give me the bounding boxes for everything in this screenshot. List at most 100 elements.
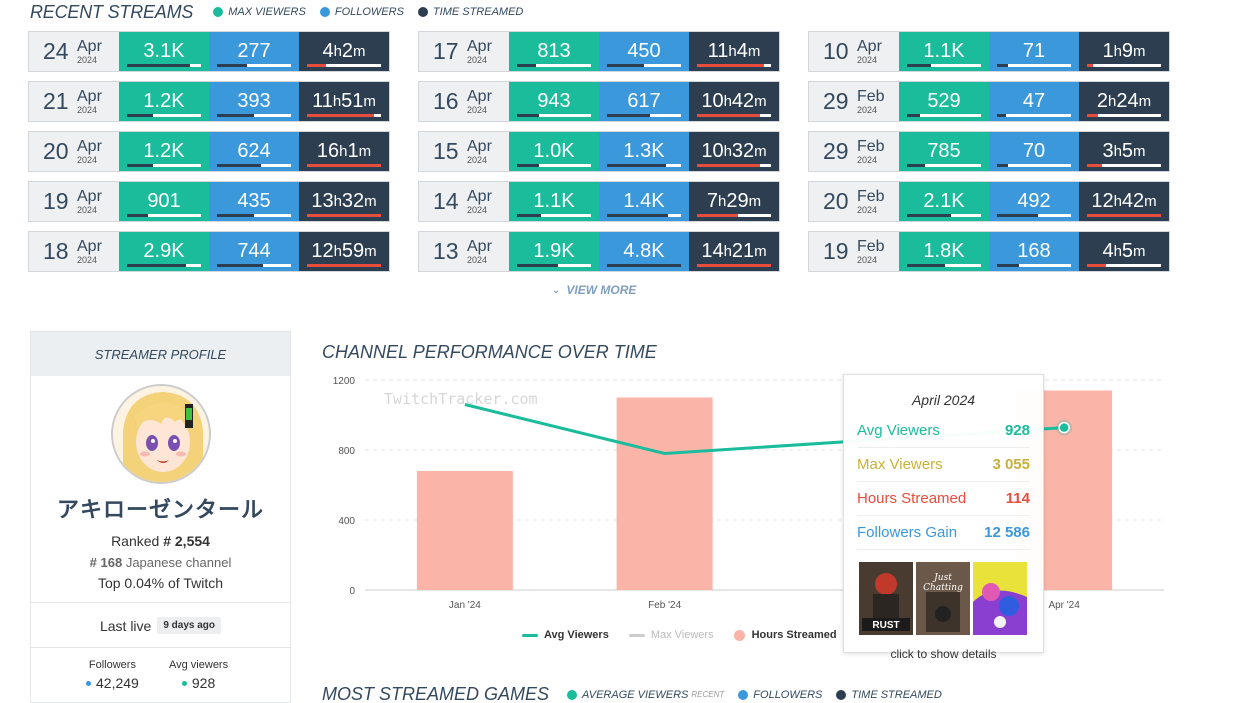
game-thumb-splatoon[interactable] <box>973 562 1027 635</box>
language-rank-value: # 168 <box>89 555 123 570</box>
stream-row[interactable]: 15 Apr 2024 1.0K 1.3K 10 h 32 m <box>418 131 780 172</box>
stream-row[interactable]: 20 Apr 2024 1.2K 624 16 h 1 m <box>28 131 390 172</box>
followers-bar-fill <box>217 164 262 167</box>
tooltip-footer[interactable]: click to show details <box>890 647 997 661</box>
watermark: TwitchTracker.com <box>384 390 538 408</box>
stream-month: Apr <box>467 87 492 105</box>
chart-tooltip[interactable]: April 2024 Avg Viewers 928 Max Viewers 3 05… <box>843 374 1044 661</box>
legend-max-viewers[interactable]: Max Viewers <box>628 629 714 641</box>
most-streamed-title: MOST STREAMED GAMES <box>322 684 550 703</box>
view-more-link[interactable]: ⌄ VIEW MORE <box>552 283 637 297</box>
stream-row[interactable]: 29 Feb 2024 785 70 3 h 5 m <box>808 131 1170 172</box>
stream-month: Apr <box>467 237 492 255</box>
dot-icon <box>733 629 745 641</box>
y-tick-label: 1200 <box>333 376 356 387</box>
game-thumb-rust[interactable]: RUST <box>859 562 913 635</box>
time-streamed-bar-fill <box>1087 64 1093 67</box>
stream-date: 20 Apr 2024 <box>29 132 119 171</box>
stream-row[interactable]: 17 Apr 2024 813 450 11 h 4 m <box>418 31 780 72</box>
max-viewers-bar <box>127 64 201 67</box>
stream-date: 18 Apr 2024 <box>29 232 119 271</box>
top-percent: Top 0.04% of Twitch <box>97 575 224 591</box>
max-viewers-cell: 1.2K <box>119 82 209 121</box>
stream-date: 24 Apr 2024 <box>29 32 119 71</box>
stream-row[interactable]: 10 Apr 2024 1.1K 71 1 h 9 m <box>808 31 1170 72</box>
time-streamed-bar-fill <box>697 64 764 67</box>
stream-month: Apr <box>77 237 102 255</box>
legend-hours-streamed[interactable]: Hours Streamed <box>733 629 837 641</box>
max-viewers-cell: 1.2K <box>119 132 209 171</box>
game-thumb-just-chatting[interactable]: Just Chatting <box>916 562 970 635</box>
stream-month: Apr <box>467 137 492 155</box>
chart-legend: Avg Viewers Max Viewers Hours Streamed <box>522 629 857 641</box>
followers-cell: 624 <box>209 132 299 171</box>
max-viewers-cell: 2.9K <box>119 232 209 271</box>
stream-year: 2024 <box>77 204 98 215</box>
time-streamed-cell: 7 h 29 m <box>689 182 779 221</box>
followers-bar-fill <box>217 64 247 67</box>
stream-month: Apr <box>467 187 492 205</box>
stream-row[interactable]: 29 Feb 2024 529 47 2 h 24 m <box>808 81 1170 122</box>
max-viewers-cell: 901 <box>119 182 209 221</box>
stream-day: 21 <box>43 88 69 114</box>
most-streamed-header: MOST STREAMED GAMES AVERAGE VIEWERS RECEN… <box>322 684 956 703</box>
hours-bar <box>416 471 513 590</box>
rank-line: Ranked # 2,554 <box>111 533 210 549</box>
stream-day: 20 <box>43 138 69 164</box>
stream-date: 20 Feb 2024 <box>809 182 899 221</box>
stream-row[interactable]: 14 Apr 2024 1.1K 1.4K 7 h 29 m <box>418 181 780 222</box>
time-streamed-bar-fill <box>697 264 771 267</box>
stream-month: Apr <box>77 87 102 105</box>
stream-year: 2024 <box>77 154 98 165</box>
stream-row[interactable]: 18 Apr 2024 2.9K 744 12 h 59 m <box>28 231 390 272</box>
legend-avg-viewers[interactable]: Avg Viewers <box>522 629 609 641</box>
line-icon <box>628 633 645 637</box>
avg-viewers-stat: Avg viewers 928 <box>169 659 229 691</box>
followers-bar <box>217 114 291 117</box>
legend-dot-icon <box>319 7 330 17</box>
stream-row[interactable]: 21 Apr 2024 1.2K 393 11 h 51 m <box>28 81 390 122</box>
followers-bar-fill <box>607 114 650 117</box>
followers-bar <box>607 164 681 167</box>
time-streamed-bar-fill <box>307 164 381 167</box>
streams-column-2: 17 Apr 2024 813 450 11 h 4 m 16 Apr 2024 943 617 10 h 42… <box>418 31 780 281</box>
stream-row[interactable]: 24 Apr 2024 3.1K 277 4 h 2 m <box>28 31 390 72</box>
language-rank-line: # 168 Japanese channel <box>89 555 232 570</box>
splatoon-icon <box>973 562 1027 635</box>
stream-date: 19 Apr 2024 <box>29 182 119 221</box>
followers-bar <box>607 64 681 67</box>
line-icon <box>522 633 538 637</box>
time-streamed-cell: 12 h 59 m <box>299 232 389 271</box>
max-viewers-bar-fill <box>127 214 148 217</box>
legend-average-viewers: AVERAGE VIEWERS RECENT <box>567 689 724 701</box>
legend-dot-icon <box>417 7 428 17</box>
stream-row[interactable]: 13 Apr 2024 1.9K 4.8K 14 h 21 m <box>418 231 780 272</box>
max-viewers-cell: 3.1K <box>119 32 209 71</box>
max-viewers-bar <box>517 64 591 67</box>
avatar[interactable] <box>111 384 211 484</box>
stream-day: 19 <box>823 238 849 264</box>
max-viewers-bar <box>517 264 591 267</box>
stream-month: Feb <box>857 187 885 205</box>
time-streamed-cell: 16 h 1 m <box>299 132 389 171</box>
streamer-name: アキローゼンタール <box>56 498 264 523</box>
stream-day: 29 <box>823 88 849 114</box>
divider <box>31 647 290 648</box>
chevron-down-icon: ⌄ <box>552 284 561 296</box>
stream-date: 10 Apr 2024 <box>809 32 899 71</box>
stream-row[interactable]: 19 Feb 2024 1.8K 168 4 h 5 m <box>808 231 1170 272</box>
stream-month: Feb <box>857 87 885 105</box>
stream-row[interactable]: 20 Feb 2024 2.1K 492 12 h 42 m <box>808 181 1170 222</box>
time-streamed-cell: 10 h 32 m <box>689 132 779 171</box>
avatar-image <box>113 386 209 482</box>
max-viewers-bar-fill <box>127 114 153 117</box>
legend-dot-icon <box>213 7 224 17</box>
max-viewers-bar-fill <box>907 214 952 217</box>
stream-row[interactable]: 19 Apr 2024 901 435 13 h 32 m <box>28 181 390 222</box>
stream-row[interactable]: 16 Apr 2024 943 617 10 h 42 m <box>418 81 780 122</box>
followers-bar-fill <box>217 264 263 267</box>
stream-day: 17 <box>433 38 459 64</box>
